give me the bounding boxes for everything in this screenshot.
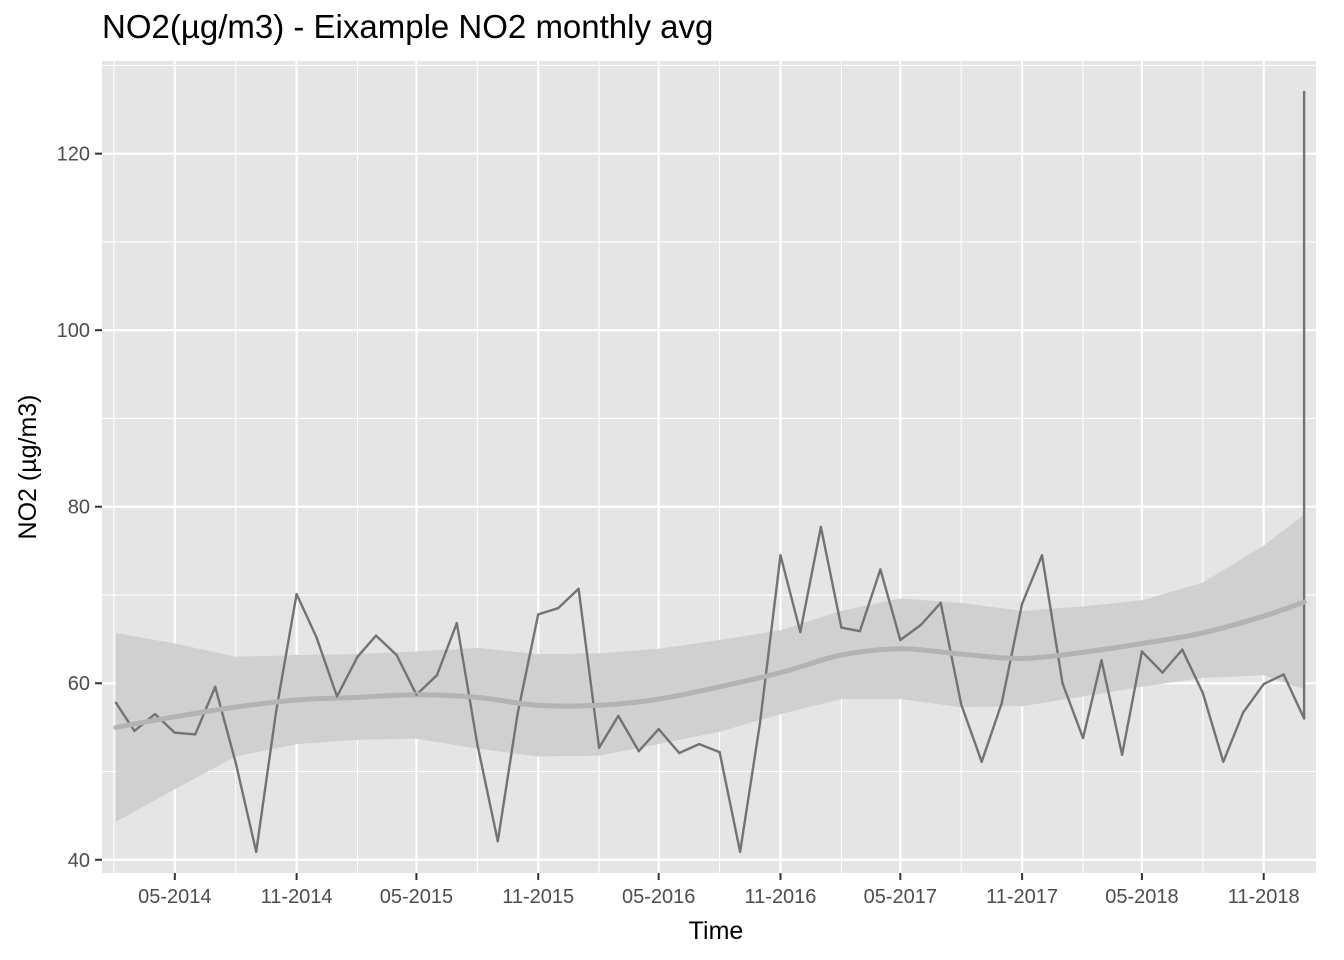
data-point	[980, 760, 983, 763]
x-tick-label: 05-2018	[1105, 886, 1178, 908]
data-point	[799, 630, 802, 634]
x-tick-label: 11-2018	[1228, 886, 1300, 908]
y-tick-label: 80	[68, 497, 90, 519]
data-point	[295, 592, 298, 596]
x-tick-label: 05-2014	[138, 886, 211, 908]
data-point	[114, 701, 118, 704]
x-axis: 05-2014 11-2014 05-2015 11-2015 05-2016 11-20…	[138, 873, 1300, 908]
data-point	[1302, 717, 1306, 720]
data-point	[556, 607, 560, 610]
data-point	[516, 712, 519, 715]
data-point	[1161, 671, 1164, 674]
data-point	[758, 721, 762, 725]
data-point	[374, 634, 378, 637]
data-point	[356, 655, 359, 658]
data-point	[335, 695, 339, 698]
x-tick-label: 05-2017	[864, 886, 937, 908]
x-tick-label: 11-2017	[986, 886, 1058, 908]
data-point	[455, 622, 458, 625]
data-point	[678, 751, 681, 755]
data-point	[597, 746, 601, 749]
data-point	[1201, 691, 1205, 695]
data-point	[1302, 90, 1306, 94]
data-point	[315, 636, 318, 639]
plot-panel	[102, 61, 1316, 873]
chart-title: NO2(µg/m3) - Eixample NO2 monthly avg	[102, 8, 714, 45]
y-axis: 40 60 80 100 120	[57, 144, 102, 872]
y-tick-label: 100	[57, 320, 90, 342]
data-point	[496, 840, 499, 843]
minor-gridlines	[102, 61, 1316, 873]
data-point	[840, 626, 843, 629]
data-point	[718, 750, 721, 754]
data-point	[617, 714, 620, 718]
data-point	[194, 733, 197, 736]
data-point	[1181, 648, 1184, 651]
data-point	[255, 850, 258, 853]
data-point	[435, 674, 439, 677]
y-tick-label: 60	[68, 673, 90, 695]
data-point	[415, 693, 418, 696]
data-point	[738, 850, 742, 853]
data-point	[1140, 650, 1144, 653]
data-point	[1081, 736, 1085, 740]
data-point	[858, 630, 862, 633]
data-point	[395, 653, 398, 657]
data-point	[1040, 554, 1044, 557]
data-point	[476, 742, 479, 746]
data-point	[939, 601, 942, 605]
y-axis-title: NO2 (µg/m3)	[14, 395, 42, 540]
data-point	[173, 731, 176, 734]
data-point	[1262, 682, 1265, 686]
data-point	[1061, 682, 1064, 685]
data-point	[960, 703, 963, 706]
smooth-trend-line	[113, 599, 1307, 730]
data-point	[1120, 753, 1124, 756]
data-point	[1020, 602, 1024, 605]
data-point	[274, 710, 278, 713]
x-tick-label: 11-2015	[502, 886, 574, 908]
data-point	[879, 568, 882, 571]
x-axis-title: Time	[689, 917, 744, 945]
data-point	[153, 712, 157, 716]
x-tick-label: 05-2016	[622, 886, 695, 908]
data-points	[114, 90, 1306, 853]
y-tick-label: 120	[57, 144, 90, 166]
data-point	[133, 729, 136, 733]
data-point	[657, 727, 660, 731]
data-point	[637, 750, 640, 753]
data-point	[1100, 659, 1103, 662]
data-point	[779, 554, 782, 557]
data-point	[214, 685, 217, 688]
smooth-confidence-ribbon	[115, 514, 1305, 822]
data-point	[577, 587, 580, 590]
data-point	[1242, 711, 1245, 714]
data-point	[819, 525, 823, 529]
x-tick-label: 05-2015	[380, 886, 453, 908]
data-point	[697, 742, 701, 746]
data-point	[899, 638, 902, 642]
y-tick-label: 40	[68, 850, 90, 872]
x-tick-label: 11-2014	[261, 886, 333, 908]
data-point	[1222, 760, 1225, 763]
data-point	[1000, 702, 1003, 705]
x-tick-label: 11-2016	[745, 886, 817, 908]
data-point	[537, 613, 540, 616]
data-point	[234, 761, 237, 764]
data-point	[919, 623, 922, 627]
data-point	[1282, 673, 1285, 676]
